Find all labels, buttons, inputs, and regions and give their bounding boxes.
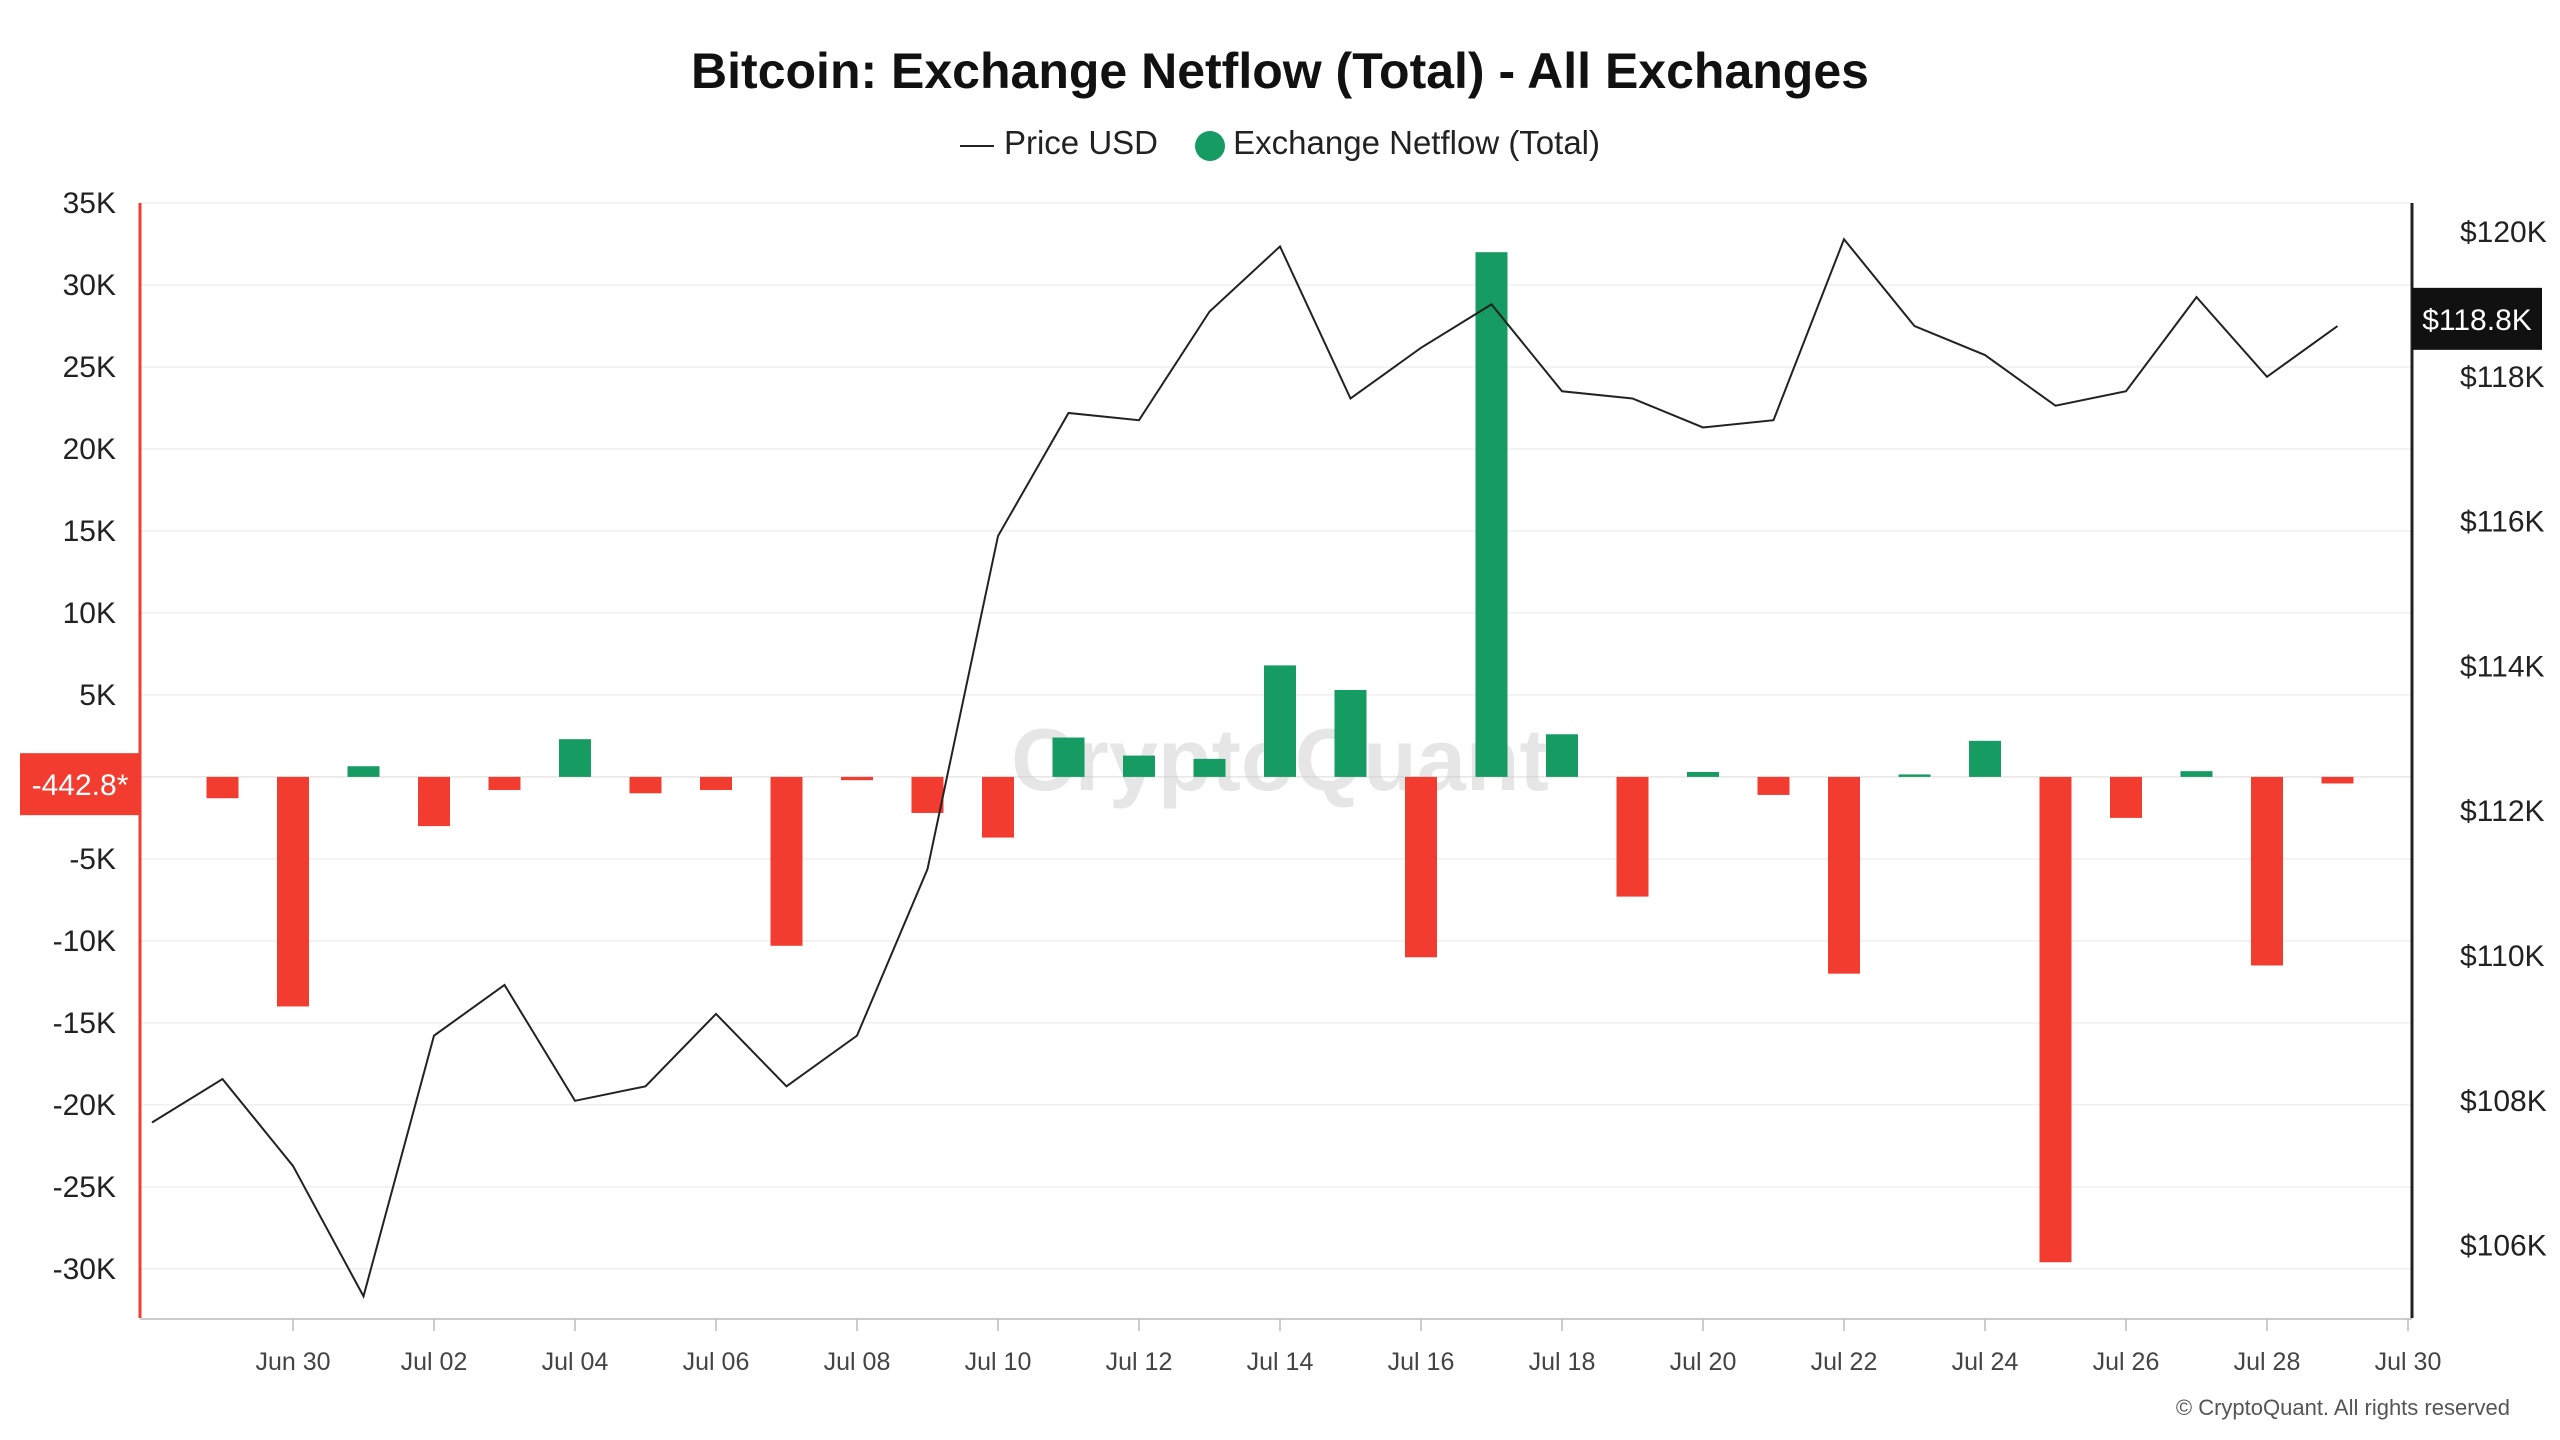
left-tick-label: 20K — [63, 433, 116, 466]
left-tick-label: 10K — [63, 597, 116, 630]
netflow-bar — [2251, 776, 2283, 966]
x-tick-label: Jul 06 — [683, 1348, 750, 1376]
x-tick-label: Jul 20 — [1670, 1348, 1737, 1376]
right-tick-label: $110K — [2460, 940, 2545, 973]
left-value-marker — [20, 753, 140, 816]
netflow-bar — [2039, 776, 2072, 1263]
netflow-bar — [770, 776, 803, 946]
dot-swatch-icon — [1195, 130, 1226, 161]
right-tick-label: $112K — [2460, 795, 2545, 828]
line-swatch-icon — [959, 144, 994, 147]
left-tick-label: 25K — [63, 351, 116, 384]
right-tick-label: $114K — [2460, 650, 2545, 683]
netflow-bar — [911, 776, 944, 813]
netflow-bars — [206, 252, 2354, 1263]
netflow-bar — [347, 766, 380, 777]
legend-item-netflow[interactable]: Exchange Netflow (Total) — [1195, 124, 1600, 162]
x-tick-label: Jul 16 — [1388, 1348, 1455, 1376]
netflow-bar — [1475, 252, 1508, 777]
left-axis-ticks: 35K 30K 25K 20K 15K 10K 5K -5K -10K -15K -20K -25K -… — [53, 187, 116, 1286]
left-tick-label: 5K — [79, 679, 116, 712]
legend-item-price[interactable]: Price USD — [959, 124, 1158, 162]
price-line — [151, 237, 2339, 1299]
netflow-bar — [2110, 776, 2142, 818]
netflow-bar — [841, 776, 873, 781]
x-tick-label: Jul 28 — [2234, 1348, 2301, 1376]
netflow-bar — [559, 739, 591, 777]
netflow-bar — [1687, 771, 1719, 777]
gridlines — [140, 202, 2412, 1270]
chart-title: Bitcoin: Exchange Netflow (Total) - All … — [691, 43, 1869, 99]
x-tick-label: Jul 08 — [824, 1348, 891, 1376]
netflow-bar — [1898, 774, 1931, 777]
netflow-bar — [2321, 776, 2354, 784]
copyright-credit: © CryptoQuant. All rights reserved — [2175, 1395, 2510, 1420]
left-tick-label: 15K — [63, 515, 116, 548]
left-tick-label: 30K — [63, 269, 116, 302]
x-tick-label: Jul 10 — [965, 1348, 1032, 1376]
right-value-marker-label: $118.8K — [2422, 304, 2532, 337]
netflow-bar — [206, 776, 239, 799]
left-tick-label: 35K — [63, 187, 116, 220]
left-tick-label: -15K — [53, 1007, 116, 1040]
netflow-bar — [629, 776, 662, 794]
price-line-group — [151, 237, 2339, 1299]
right-tick-label: $120K — [2460, 216, 2547, 249]
x-tick-label: Jul 26 — [2093, 1348, 2160, 1376]
netflow-bar — [1052, 737, 1085, 777]
x-tick-label: Jul 30 — [2375, 1348, 2442, 1376]
x-tick-label: Jul 02 — [401, 1348, 468, 1376]
left-tick-label: -30K — [53, 1253, 116, 1286]
x-tick-label: Jul 24 — [1952, 1348, 2019, 1376]
netflow-bar — [1757, 776, 1790, 795]
x-tick-label: Jul 04 — [542, 1348, 609, 1376]
netflow-bar — [2180, 771, 2213, 777]
legend: Price USD Exchange Netflow (Total) — [0, 122, 2560, 162]
x-tick-label: Jun 30 — [255, 1348, 330, 1376]
x-tick-label: Jul 12 — [1106, 1348, 1173, 1376]
left-tick-label: -25K — [53, 1171, 116, 1204]
netflow-bar — [1969, 740, 2001, 777]
netflow-bar — [1546, 734, 1578, 777]
netflow-bar — [1616, 776, 1649, 897]
netflow-bar — [488, 776, 521, 791]
left-tick-label: -10K — [53, 925, 116, 958]
x-tick-label: Jul 14 — [1247, 1348, 1314, 1376]
netflow-bar — [1123, 755, 1155, 777]
x-tick-label: Jul 18 — [1529, 1348, 1596, 1376]
netflow-bar — [982, 776, 1014, 838]
axis-markers: -442.8* $118.8K — [20, 287, 2542, 816]
x-axis-ticks: Jun 30 Jul 02 Jul 04 Jul 06 Jul 08 Jul 10 Jul … — [255, 1319, 2441, 1376]
left-tick-label: -5K — [69, 843, 116, 876]
netflow-bar — [277, 776, 309, 1007]
legend-label-price: Price USD — [1003, 124, 1158, 162]
right-tick-label: $118K — [2460, 361, 2545, 394]
right-value-marker — [2412, 287, 2542, 350]
left-value-marker-label: -442.8* — [32, 769, 129, 802]
netflow-bar — [700, 776, 732, 791]
left-tick-label: -20K — [53, 1089, 116, 1122]
right-tick-label: $106K — [2460, 1230, 2547, 1263]
legend-label-netflow: Exchange Netflow (Total) — [1233, 124, 1601, 162]
netflow-bar — [1193, 758, 1226, 777]
netflow-bar — [1264, 665, 1296, 777]
right-tick-label: $116K — [2460, 506, 2545, 539]
x-tick-label: Jul 22 — [1811, 1348, 1878, 1376]
netflow-bar — [1828, 776, 1860, 974]
right-tick-label: $108K — [2460, 1085, 2547, 1118]
netflow-bar — [1405, 776, 1437, 958]
netflow-bar — [1334, 689, 1367, 777]
netflow-bar — [418, 776, 450, 827]
right-axis-ticks: $120K $118K $116K $114K $112K $110K $108K $106K — [2460, 216, 2547, 1263]
